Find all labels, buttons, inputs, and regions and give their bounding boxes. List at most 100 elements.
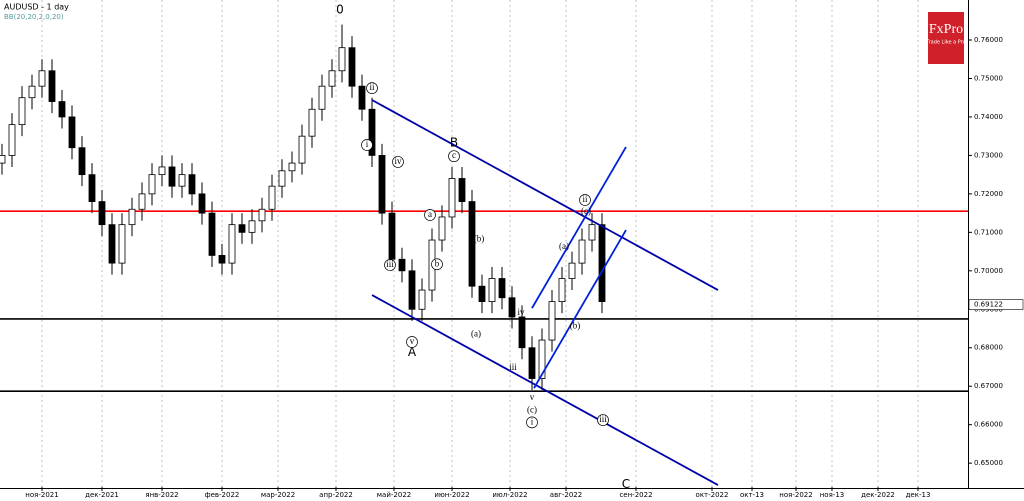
candle-body	[468, 201, 476, 287]
candle-body	[498, 278, 506, 299]
wave-label: iii	[509, 362, 517, 372]
logo-slogan: Trade Like a Pro	[925, 40, 965, 46]
y-tick-label: 0.66000	[974, 421, 1003, 429]
x-tick-label: янв-2022	[145, 491, 178, 499]
candle-body	[248, 220, 256, 233]
wave-label: v	[530, 392, 535, 402]
x-tick-label: дек-2022	[861, 491, 895, 499]
candle-body	[268, 185, 276, 210]
x-tick-label: мар-2022	[261, 491, 295, 499]
candle-body	[38, 70, 46, 87]
candle-body	[438, 216, 446, 241]
wave-label: (b)	[474, 233, 485, 243]
candle-body	[278, 170, 286, 187]
candle-body	[128, 208, 136, 226]
candle-body	[408, 270, 416, 310]
logo-box	[928, 12, 964, 64]
candle-body	[258, 208, 266, 222]
y-tick-label: 0.74000	[974, 113, 1003, 121]
annotation-circle	[384, 259, 396, 271]
candle-body	[368, 108, 376, 156]
y-tick-label: 0.73000	[974, 151, 1003, 159]
candle-body	[298, 135, 306, 164]
price-tag-label: 0.69122	[974, 301, 1003, 309]
candle-body	[448, 178, 456, 218]
candle-body	[598, 224, 606, 302]
candle-body	[398, 258, 406, 272]
x-tick-label: окт-2022	[696, 491, 729, 499]
candle-body	[548, 301, 556, 341]
x-tick-label: ноя-13	[820, 491, 845, 499]
candle-body	[8, 124, 16, 156]
wave-label: c	[452, 150, 456, 160]
candle-body	[238, 224, 246, 233]
candle-body	[118, 224, 126, 264]
candle-body	[358, 85, 366, 110]
candle-body	[388, 212, 396, 260]
candle-body	[48, 70, 56, 102]
chart-title: AUDUSD - 1 day	[4, 3, 69, 12]
wave-label: ii	[582, 194, 588, 204]
trend-line	[371, 99, 719, 291]
wave-label: (a)	[471, 328, 481, 338]
candle-body	[418, 289, 426, 310]
wave-label: i	[531, 416, 534, 426]
y-tick-label: 0.72000	[974, 190, 1003, 198]
x-tick-label: апр-2022	[319, 491, 353, 499]
x-tick-label: окт-13	[740, 491, 764, 499]
wave-label: v	[410, 336, 415, 346]
candle-body	[108, 224, 116, 264]
candle-body	[148, 174, 156, 195]
price-tag	[968, 299, 1024, 310]
trend-line	[533, 229, 627, 389]
annotation-circle	[366, 82, 378, 94]
annotation-circle	[526, 416, 538, 429]
wave-label: (c)	[581, 206, 591, 216]
x-tick-label: авг-2022	[550, 491, 582, 499]
wave-label: B	[450, 136, 458, 150]
x-tick-label: фев-2022	[205, 491, 240, 499]
candle-body	[28, 85, 36, 99]
wave-label: a	[428, 209, 432, 219]
candle-body	[18, 97, 26, 126]
candle-body	[138, 193, 146, 210]
wave-label: ii	[369, 82, 375, 92]
candle-body	[558, 278, 566, 302]
annotation-circle	[579, 194, 591, 206]
candle-body	[218, 255, 226, 264]
wave-label: (a)	[559, 241, 569, 251]
wave-label: iii	[599, 414, 607, 424]
candle-body	[318, 85, 326, 110]
x-tick-label: ноя-2021	[25, 491, 58, 499]
candle-body	[588, 224, 596, 241]
y-tick-label: 0.68000	[974, 344, 1003, 352]
candle-body	[58, 101, 66, 118]
wave-label: (b)	[570, 320, 581, 330]
y-tick-label: 0.65000	[974, 459, 1003, 467]
annotation-circle	[431, 258, 443, 271]
x-tick-label: дек-13	[906, 491, 931, 499]
candle-body	[88, 174, 96, 202]
wave-label: i	[366, 139, 369, 149]
wave-label: b	[435, 258, 440, 268]
x-tick-label: июл-2022	[492, 491, 527, 499]
wave-label: C	[622, 477, 630, 491]
candle-body	[78, 147, 86, 176]
wave-label: 0	[336, 3, 344, 17]
trend-line	[531, 146, 627, 309]
y-tick-label: 0.71000	[974, 228, 1003, 236]
candle-body	[348, 47, 356, 87]
wave-label: (c)	[527, 405, 537, 415]
candle-body	[158, 166, 166, 176]
candle-body	[288, 162, 296, 172]
annotation-circle	[392, 156, 404, 168]
y-tick-label: 0.76000	[974, 36, 1003, 44]
annotation-circle	[597, 414, 609, 426]
y-tick-label: 0.67000	[974, 382, 1003, 390]
logo-name: FxPro	[929, 22, 963, 37]
candle-body	[228, 224, 236, 264]
indicator-label: BB(20,20,2,0,20)	[4, 13, 64, 21]
candle-body	[518, 316, 526, 349]
y-tick-label: 0.70000	[974, 267, 1003, 275]
